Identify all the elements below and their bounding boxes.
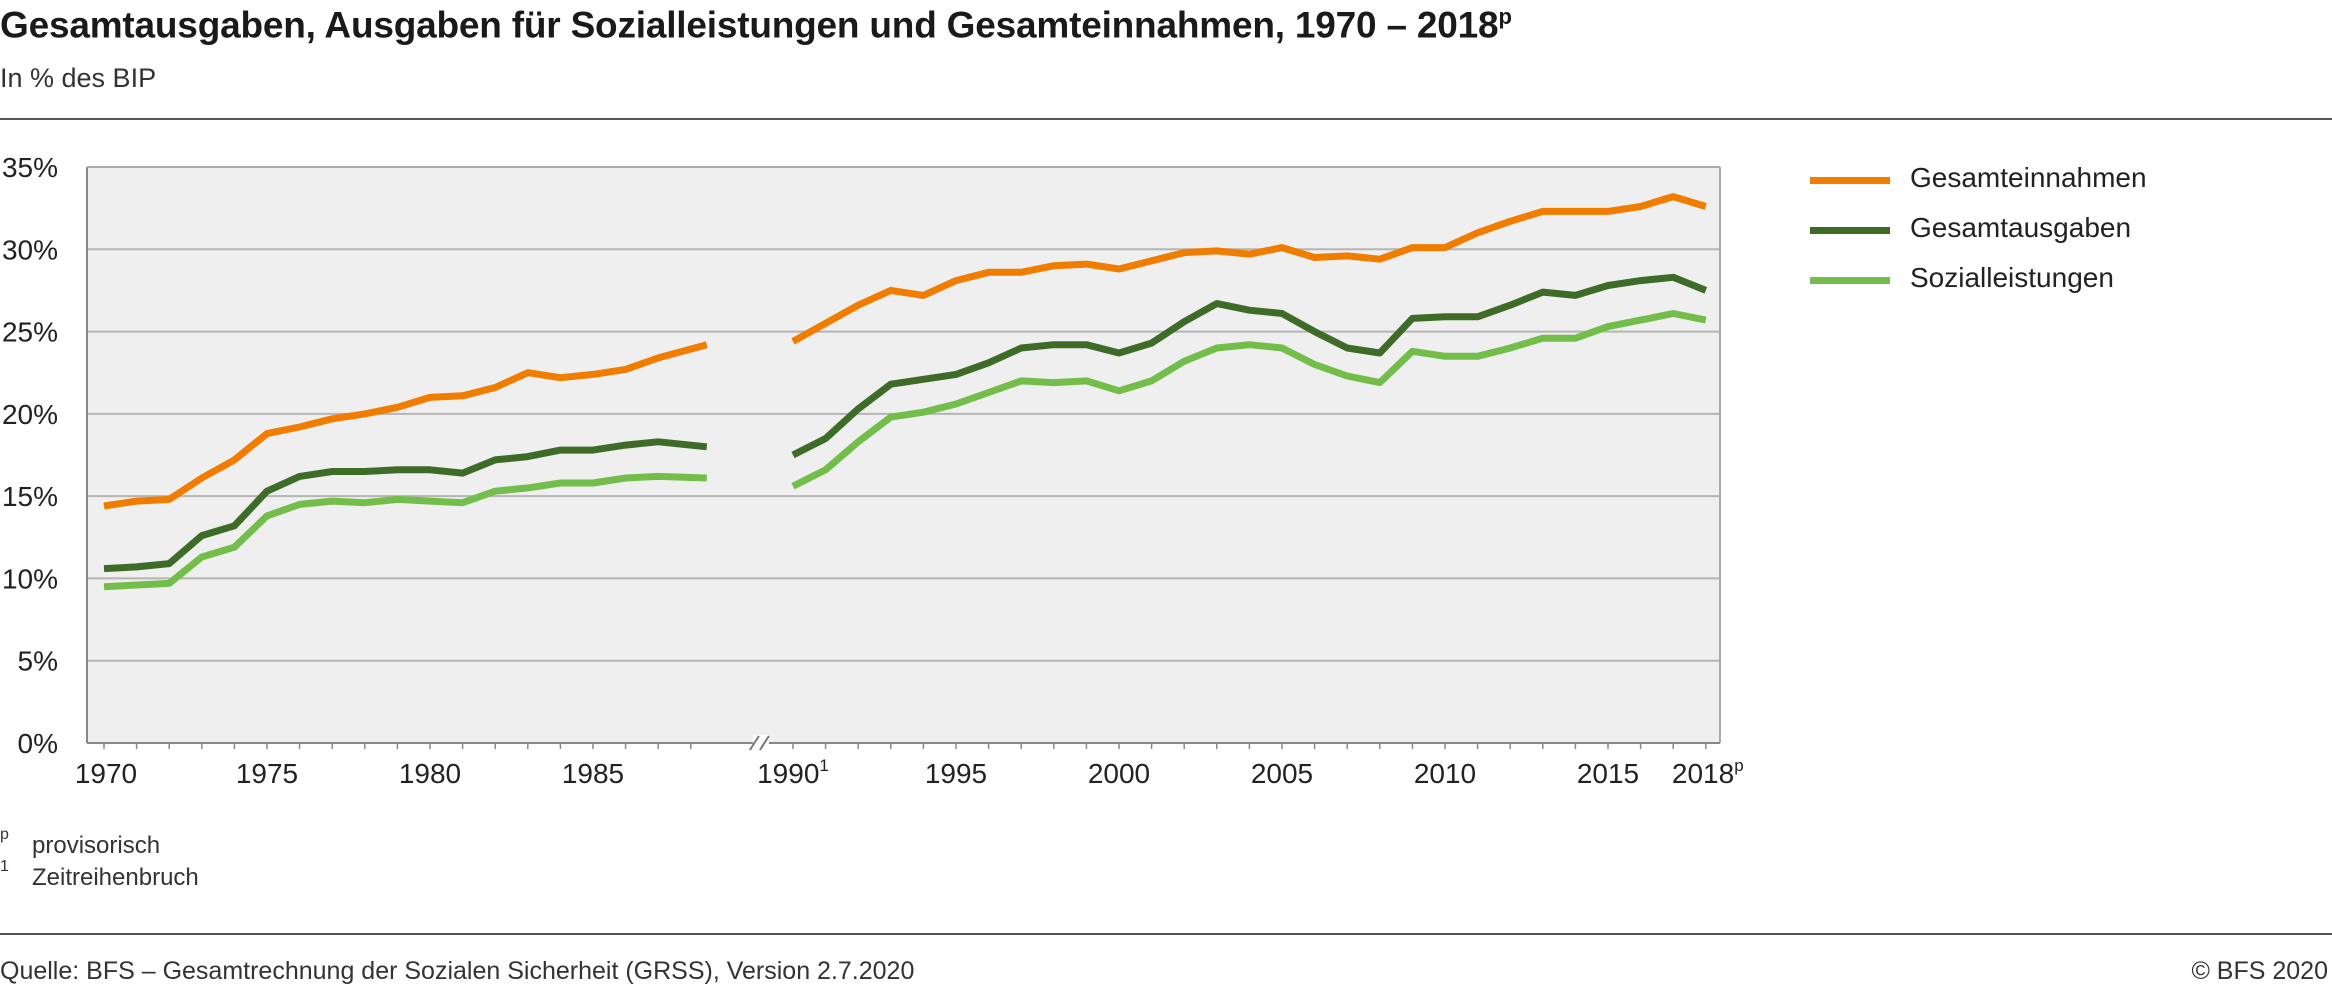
y-tick-label: 10% (2, 563, 58, 594)
y-tick-label: 0% (18, 728, 58, 759)
y-axis-ticks: 0% 5% 10% 15% 20% 25% 30% 35% (2, 152, 58, 759)
footnote-mark: p (0, 826, 9, 843)
legend-label: Gesamteinnahmen (1910, 162, 2147, 193)
x-tick-label: 1995 (925, 758, 987, 789)
y-tick-label: 30% (2, 234, 58, 265)
series-line-gesamteinnahmen (791, 193, 1707, 345)
plot-area (87, 167, 1720, 743)
axes (86, 166, 1721, 751)
x-tick-label: 2018p (1672, 756, 1744, 789)
series-line-gesamteinnahmen (103, 341, 708, 510)
series-lines (103, 193, 1708, 591)
top-divider (0, 118, 2332, 120)
legend-swatch (1810, 277, 1890, 284)
series-line-sozialleistungen (103, 472, 707, 591)
source-note: Quelle: BFS – Gesamtrechnung der Soziale… (0, 957, 915, 985)
x-tick-label: 2015 (1577, 758, 1639, 789)
chart-subtitle: In % des BIP (0, 63, 157, 93)
y-tick-label: 5% (18, 646, 58, 677)
chart-title-text: Gesamtausgaben, Ausgaben für Sozialleist… (0, 4, 1499, 46)
x-tick-label-sup: 1 (819, 756, 828, 775)
series-line-gesamtausgaben (103, 438, 708, 573)
x-tick-label: 1985 (562, 758, 624, 789)
y-tick-label: 20% (2, 399, 58, 430)
x-tick-label: 1980 (399, 758, 461, 789)
x-tick-label-sup: p (1734, 756, 1743, 775)
x-tick-label: 2000 (1088, 758, 1150, 789)
axis-break-mark (749, 735, 760, 751)
x-tick-label: 1970 (75, 758, 137, 789)
x-tick-label: 2010 (1414, 758, 1476, 789)
bottom-divider (0, 933, 2332, 935)
copyright: © BFS 2020 (2191, 957, 2328, 985)
x-tick-label: 19901 (757, 756, 829, 789)
legend-swatch (1810, 177, 1890, 184)
line-chart: 0%5%10%15%20%25%30%35% 1970 1975 1980 1985 1… (2, 152, 1744, 789)
y-tick-label: 25% (2, 317, 58, 348)
x-tick-label: 1975 (236, 758, 298, 789)
series-line-gesamtausgaben (791, 273, 1708, 459)
chart-title-sup: p (1498, 4, 1512, 29)
footnote-text: Zeitreihenbruch (32, 864, 199, 891)
chart-title: Gesamtausgaben, Ausgaben für Sozialleist… (0, 4, 1512, 46)
series-line-sozialleistungen (791, 310, 1707, 490)
legend-label: Gesamtausgaben (1910, 212, 2132, 243)
y-tick-label: 35% (2, 152, 58, 183)
x-tick-label: 2005 (1251, 758, 1313, 789)
footnote-mark: 1 (0, 858, 9, 875)
footnote-text: provisorisch (32, 832, 161, 859)
y-tick-label: 15% (2, 481, 58, 512)
x-axis-ticks: 1970 1975 1980 1985 19901 1995 2000 2005 2010 201… (75, 743, 1744, 789)
legend-label: Sozialleistungen (1910, 262, 2114, 293)
legend-swatch (1810, 227, 1890, 234)
axis-break-mark (759, 735, 770, 751)
